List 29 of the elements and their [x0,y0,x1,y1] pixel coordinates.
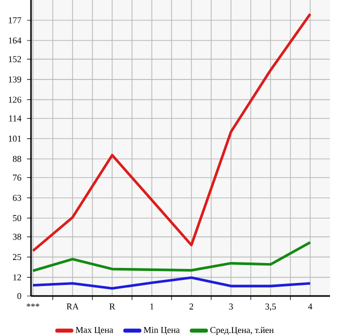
y-tick-label: 12 [13,274,22,280]
legend-label: Min Цена [144,326,180,335]
y-tick-label: 0 [17,292,22,300]
y-tick-label: 63 [12,194,22,201]
y-tick-label: 38 [12,234,22,240]
y-tick-label: 139 [8,76,22,82]
x-tick-label: 4 [308,304,312,310]
y-tick-label: 177 [8,17,22,24]
y-tick-label: 88 [12,156,22,162]
legend-label: Сред.Цена, т.йен [210,326,274,335]
line-series [32,12,312,252]
x-tick-label: 1 [150,304,154,310]
x-tick-label: *** [26,304,40,307]
y-tick-label: 152 [8,56,22,62]
x-tick-label: 2 [190,304,194,310]
y-tick-label: 114 [9,115,22,122]
y-tick-label: 164 [8,37,22,44]
x-tick-label: 3 [229,304,233,310]
x-tick-label: RA [66,304,79,310]
line-series [32,276,312,290]
y-tick-label: 50 [13,215,22,222]
y-tick-label: 126 [8,96,22,103]
y-tick-label: 101 [8,136,21,142]
y-tick-label: 25 [12,254,22,260]
y-tick-label: 76 [13,174,22,181]
legend-label: Max Цена [76,326,114,335]
x-tick-label: 3,5 [265,304,276,311]
x-tick-label: R [109,304,116,310]
line-series [32,241,312,272]
